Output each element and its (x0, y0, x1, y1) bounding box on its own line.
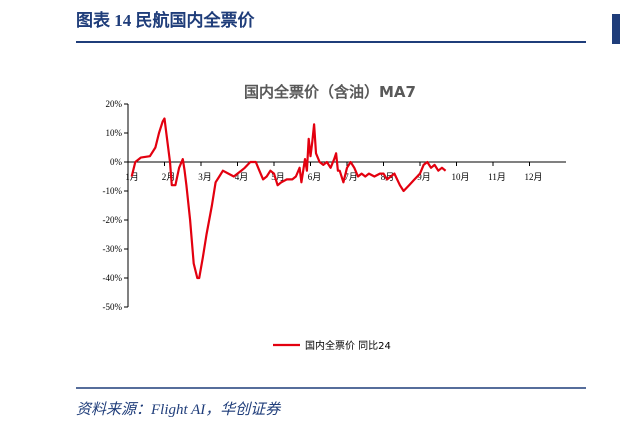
x-tick-label: 1月 (125, 172, 139, 182)
source: 资料来源：Flight AI，华创证券 (76, 401, 281, 418)
legend-label: 国内全票价 同比24 (305, 339, 391, 352)
edge-mark (612, 14, 620, 44)
x-tick-label: 8月 (381, 172, 395, 182)
x-tick-label: 3月 (198, 172, 212, 182)
x-tick-label: 10月 (451, 172, 469, 182)
y-tick-label: 0% (110, 157, 123, 167)
x-tick-label: 4月 (235, 172, 249, 182)
y-tick-label: -30% (103, 244, 123, 254)
x-tick-label: 11月 (488, 172, 506, 182)
x-tick-label: 12月 (524, 172, 542, 182)
y-tick-label: 20% (106, 99, 123, 109)
x-tick-label: 5月 (271, 172, 285, 182)
x-tick-label: 7月 (344, 172, 358, 182)
y-tick-label: -40% (103, 273, 123, 283)
plot: 20% 10% 0% -10% -20% -30% -40% -50% 1月 2月 3月 4月 5月 6月… (103, 99, 566, 352)
y-tick-label: -20% (103, 215, 123, 225)
y-tick-label: -50% (103, 302, 123, 312)
x-tick-label: 2月 (162, 172, 176, 182)
y-tick-label: 10% (106, 128, 123, 138)
chart-title: 国内全票价（含油）MA7 (244, 83, 416, 101)
series-line (130, 117, 447, 280)
figure-title: 图表 14 民航国内全票价 (76, 10, 255, 30)
y-tick-label: -10% (103, 186, 123, 196)
x-tick-label: 6月 (308, 172, 322, 182)
x-tick-label: 9月 (417, 172, 431, 182)
